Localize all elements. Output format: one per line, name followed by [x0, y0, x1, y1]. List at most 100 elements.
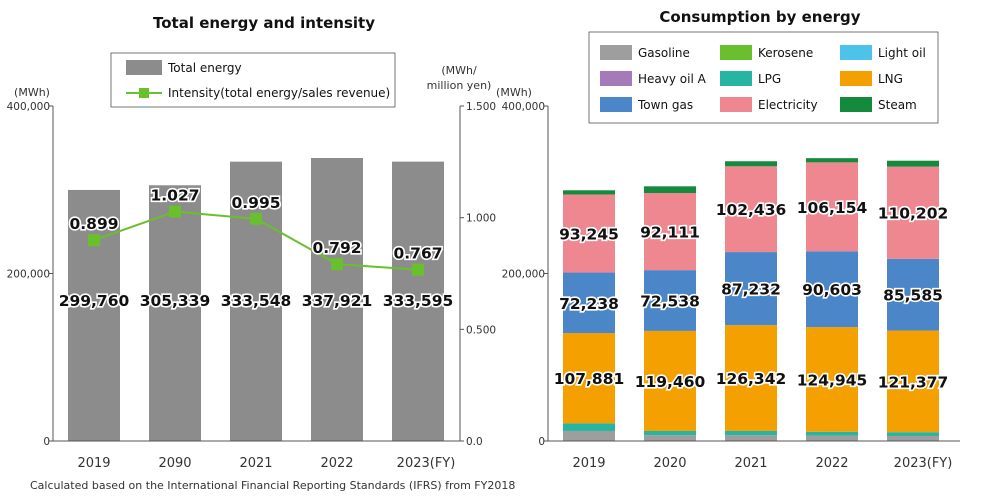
right-chart-x-category-label: 2020 — [653, 456, 686, 471]
left-y-axis-unit: (MWh) — [14, 86, 50, 99]
label-lng: 121,377 — [878, 373, 949, 391]
segment-gasoline — [887, 435, 939, 441]
left-x-category-label: 2023(FY) — [397, 456, 456, 471]
total-energy-bar — [68, 189, 120, 441]
label-town-gas: 87,232 — [721, 281, 781, 299]
legend-label-gasoline: Gasoline — [638, 46, 690, 60]
segment-electricity — [725, 166, 777, 253]
right-chart-x-category-label: 2019 — [572, 456, 605, 471]
intensity-point — [169, 205, 181, 218]
segment-lng — [887, 330, 939, 433]
left-chart-axes: 0 200,000 400,000 0.0 0.500 1.000 1.500 2019 209… — [7, 101, 496, 471]
right-legend-box — [588, 31, 939, 124]
intensity-legend-marker — [139, 88, 149, 98]
left-x-category-label: 2022 — [320, 456, 353, 471]
legend-swatch-gasoline — [600, 45, 632, 60]
segment-gasoline — [725, 435, 777, 441]
total-energy-legend-swatch — [126, 60, 162, 75]
segment-town-gas — [887, 258, 939, 331]
segment-gasoline — [644, 435, 696, 441]
total-energy-bar — [311, 157, 363, 442]
segment-lpg — [806, 431, 858, 436]
left-x-category-label: 2019 — [77, 456, 110, 471]
right-chart-title: Consumption by energy — [659, 8, 860, 26]
intensity-value-label: 0.792 — [312, 239, 361, 257]
legend-swatch-lng — [840, 71, 872, 86]
left-y-tick-label: 400,000 — [7, 101, 50, 113]
right-chart-y-tick-label: 400,000 — [502, 101, 545, 113]
legend-label-kerosene: Kerosene — [758, 46, 813, 60]
left-x-category-label: 2021 — [239, 456, 272, 471]
legend-label-steam: Steam — [878, 98, 917, 112]
intensity-value-label: 0.995 — [231, 194, 280, 212]
legend-label-light-oil: Light oil — [878, 46, 926, 60]
right-chart-x-category-label: 2021 — [734, 456, 767, 471]
right-y-tick-label: 0.500 — [466, 324, 496, 336]
intensity-value-label: 0.899 — [69, 215, 118, 233]
segment-steam — [887, 160, 939, 167]
label-lng: 107,881 — [554, 370, 625, 388]
segment-gasoline — [563, 430, 615, 441]
intensity-point — [412, 263, 424, 276]
label-electricity: 102,436 — [716, 201, 787, 219]
total-energy-chart: Total energy and intensity (MWh) (MWh/ m… — [7, 14, 496, 471]
right-chart-y-tick-label: 200,000 — [502, 269, 545, 281]
total-energy-value-label: 333,595 — [383, 292, 454, 310]
label-lng: 124,945 — [797, 371, 868, 389]
consumption-stacked-bars — [563, 158, 939, 441]
legend-swatch-lpg — [720, 71, 752, 86]
label-electricity: 110,202 — [878, 205, 949, 223]
segment-lpg — [563, 423, 615, 431]
total-energy-value-label: 305,339 — [140, 292, 211, 310]
segment-lpg — [725, 430, 777, 436]
left-x-category-label: 2090 — [158, 456, 191, 471]
consumption-by-energy-chart: Consumption by energy (MWh) 107,881 72,23… — [496, 8, 960, 471]
legend-swatch-electricity — [720, 97, 752, 112]
segment-electricity — [887, 166, 939, 259]
right-y-tick-label: 0.0 — [466, 436, 483, 448]
segment-electricity — [806, 162, 858, 252]
segment-lng — [563, 333, 615, 424]
footnote: Calculated based on the International Fi… — [30, 479, 515, 492]
segment-town-gas — [563, 272, 615, 334]
intensity-legend-label: Intensity(total energy/sales revenue) — [168, 86, 390, 100]
label-lng: 119,460 — [635, 373, 706, 391]
legend-label-lpg: LPG — [758, 72, 781, 86]
segment-electricity — [563, 194, 615, 273]
total-energy-bar-labels: 299,760 305,339 333,548 337,921 333,595 — [57, 290, 455, 311]
consumption-legend: Gasoline Kerosene Light oil Heavy oil A LPG L… — [600, 45, 926, 112]
right-y-axis-unit-line2: million yen) — [427, 79, 492, 92]
label-lng: 126,342 — [716, 370, 787, 388]
segment-steam — [563, 190, 615, 195]
segment-town-gas — [644, 270, 696, 331]
segment-lng — [806, 327, 858, 432]
segment-gasoline — [806, 435, 858, 441]
total-energy-value-label: 299,760 — [59, 292, 130, 310]
legend-swatch-light-oil — [840, 45, 872, 60]
total-energy-value-label: 333,548 — [221, 292, 292, 310]
right-chart-y-tick-label: 0 — [538, 436, 545, 448]
segment-lpg — [887, 432, 939, 436]
segment-electricity — [644, 193, 696, 271]
segment-lng — [644, 330, 696, 431]
segment-steam — [806, 158, 858, 163]
left-y-tick-label: 0 — [43, 436, 50, 448]
intensity-value-label: 0.767 — [393, 245, 442, 263]
legend-label-town-gas: Town gas — [637, 98, 693, 112]
right-chart-y-axis-unit: (MWh) — [496, 86, 532, 99]
consumption-bar-labels: 107,881 72,238 93,245 119,460 72,538 92,111 12… — [552, 197, 950, 393]
legend-label-heavy-oil-a: Heavy oil A — [638, 72, 707, 86]
label-town-gas: 85,585 — [883, 287, 943, 305]
segment-town-gas — [725, 252, 777, 326]
legend-swatch-kerosene — [720, 45, 752, 60]
right-y-tick-label: 1.000 — [466, 213, 496, 225]
intensity-point — [250, 212, 262, 225]
intensity-point — [331, 258, 343, 271]
legend-label-lng: LNG — [878, 72, 903, 86]
intensity-point — [88, 234, 100, 247]
left-chart-legend: Total energy Intensity(total energy/sale… — [110, 52, 396, 108]
label-electricity: 93,245 — [559, 226, 619, 244]
total-energy-bar — [230, 161, 282, 441]
intensity-line-series: 0.899 1.027 0.995 0.792 0.767 — [68, 185, 444, 276]
